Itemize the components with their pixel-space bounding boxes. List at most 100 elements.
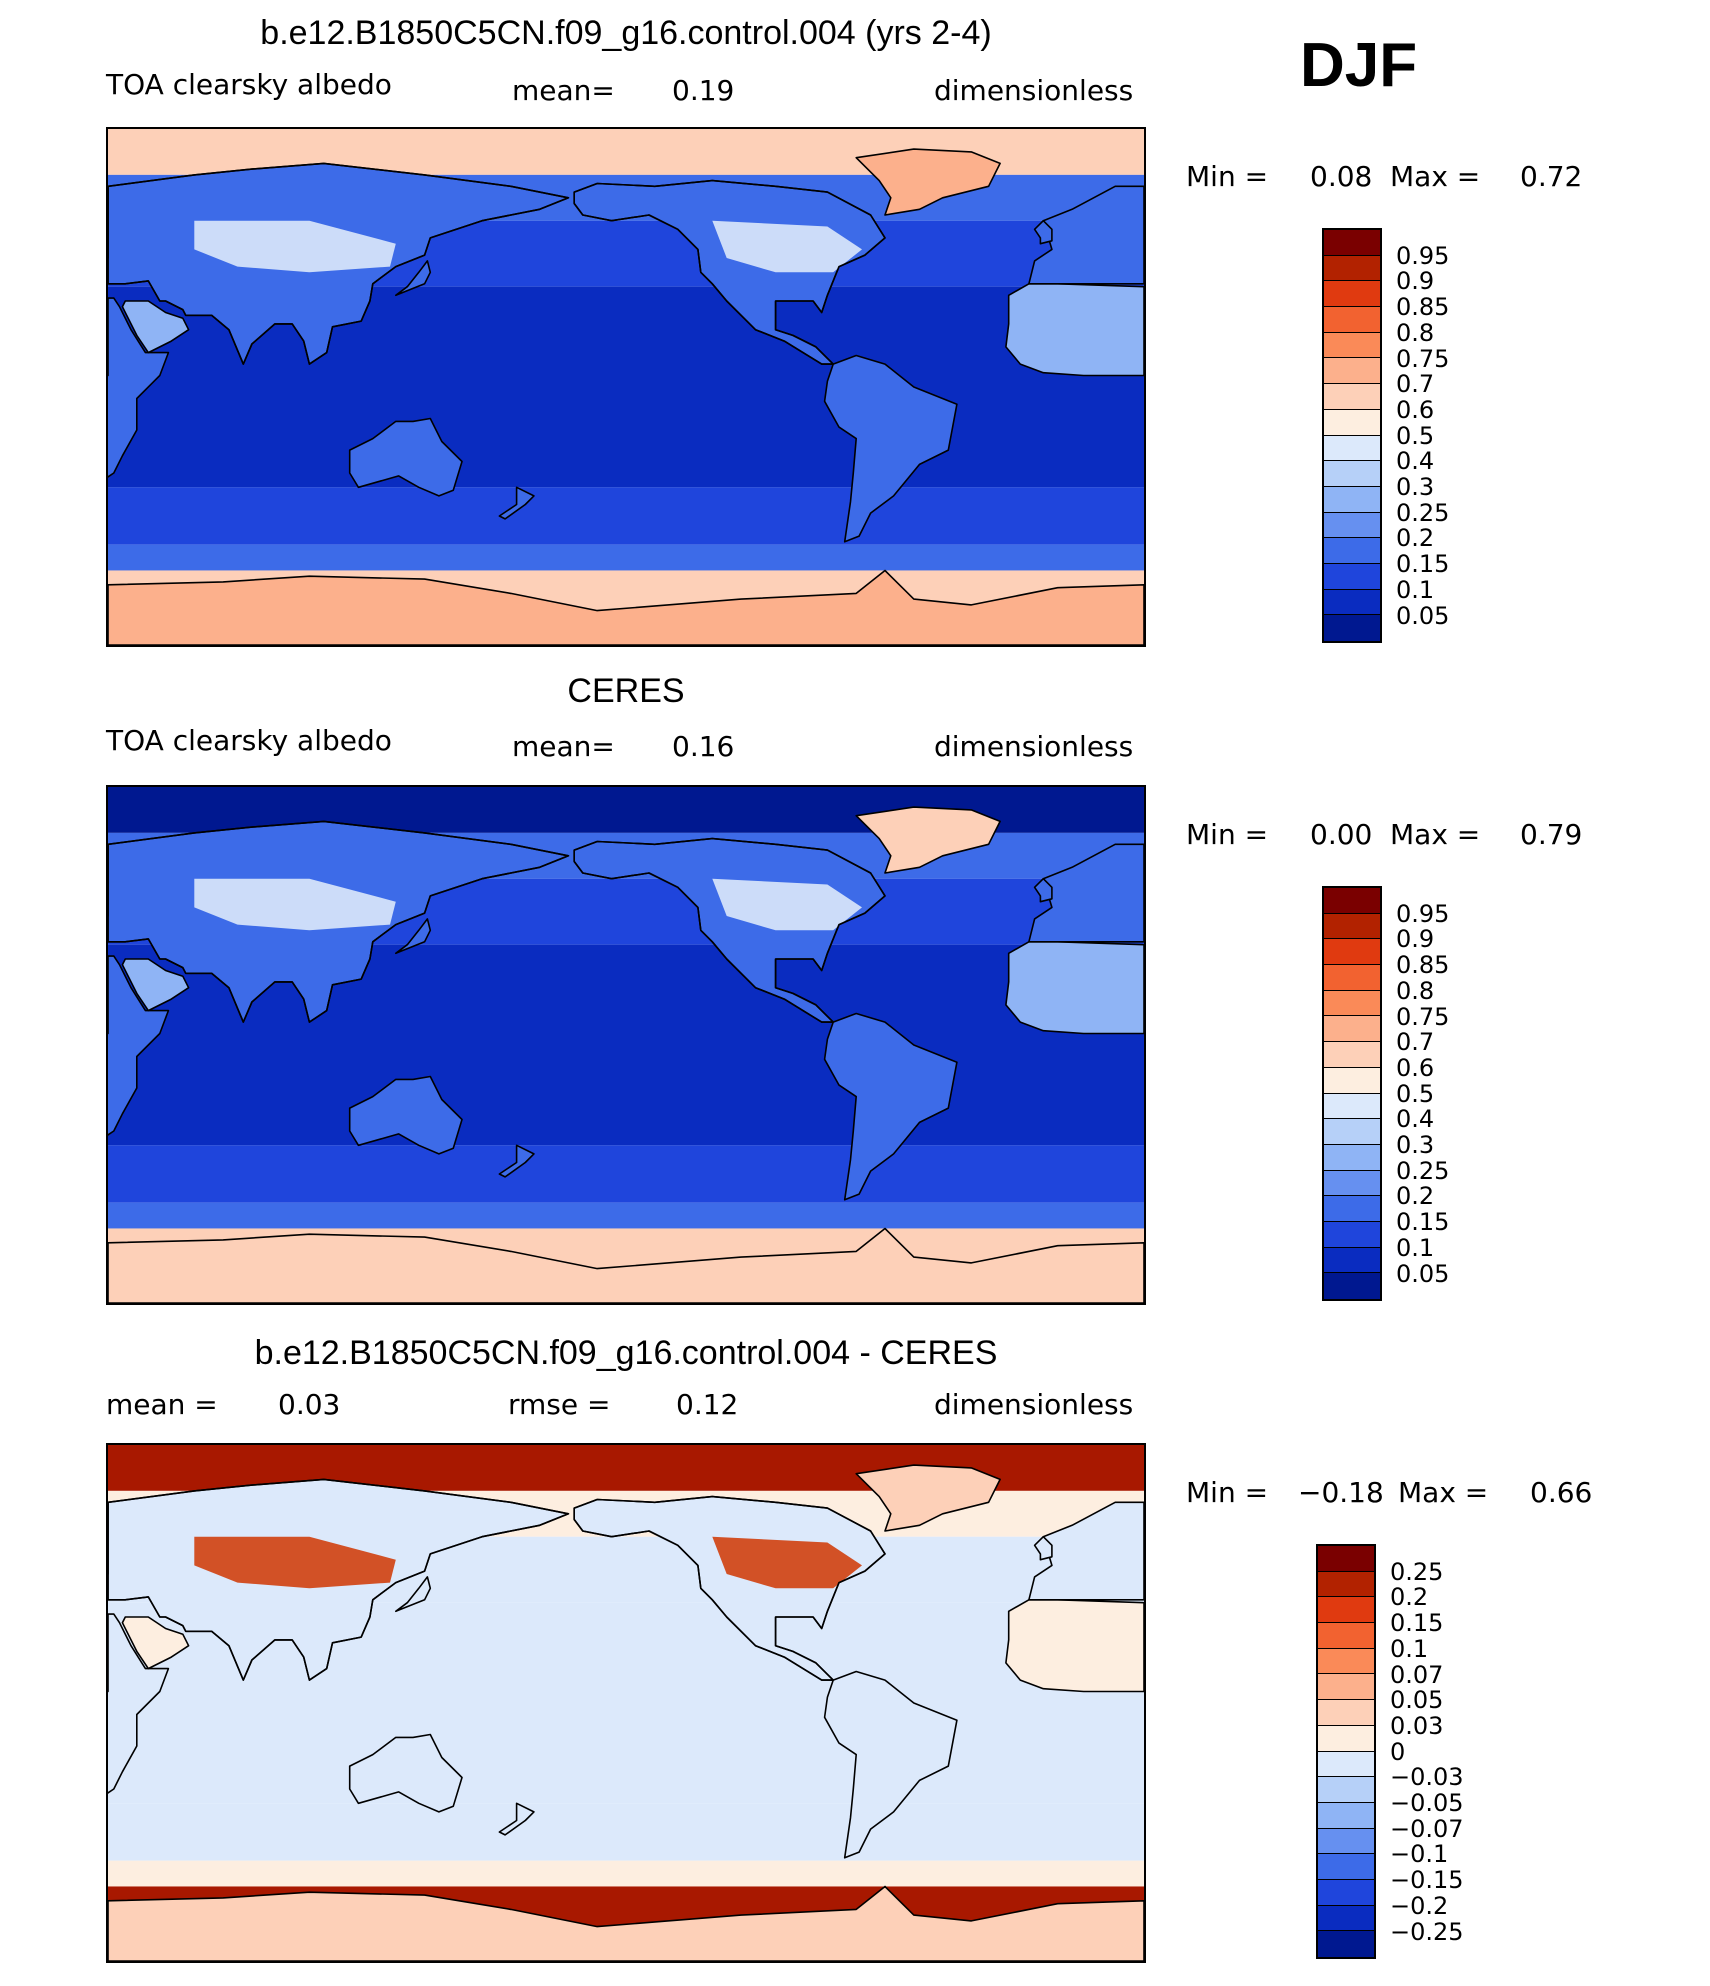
colorbar-swatch: [1318, 1931, 1374, 1957]
colorbar-swatch: [1324, 888, 1380, 914]
panel-1-max-value: 0.72: [1520, 160, 1583, 193]
colorbar-swatch: [1318, 1597, 1374, 1624]
panel-3-mean-label: mean =: [106, 1388, 218, 1421]
colorbar-tick-label: 0.05: [1396, 601, 1450, 630]
ocean-band-mid-south: [108, 487, 1144, 545]
colorbar-swatch: [1318, 1777, 1374, 1803]
season-label: DJF: [1300, 31, 1418, 100]
colorbar-swatch: [1324, 1016, 1380, 1043]
panel-1-min-label: Min =: [1186, 160, 1269, 193]
colorbar-tick-label: 0.9: [1396, 925, 1435, 954]
colorbar-tick-label: −0.25: [1390, 1917, 1464, 1946]
colorbar-swatch: [1324, 615, 1380, 641]
landmass-greenland: [855, 806, 1001, 874]
ocean-band-high-south: [108, 1860, 1144, 1887]
colorbar-swatch: [1318, 1725, 1374, 1752]
colorbar-tick-label: 0.9: [1396, 267, 1435, 296]
colorbar-tick-label: 0.75: [1396, 1002, 1450, 1031]
coastline-namerica: [573, 837, 886, 1023]
colorbar-tick-label: 0.85: [1396, 293, 1450, 322]
colorbar-swatch: [1324, 435, 1380, 462]
panel-3-rmse-value: 0.12: [676, 1388, 739, 1421]
colorbar-tick-label: −0.1: [1390, 1840, 1449, 1869]
colorbar-tick-label: 0.3: [1396, 1131, 1435, 1159]
landmass-uk: [1033, 877, 1053, 903]
landmass-uk: [1033, 1535, 1053, 1561]
colorbar-tick-label: 0.4: [1396, 447, 1435, 476]
colorbar-swatch: [1324, 538, 1380, 564]
colorbar-tick-label: 0.5: [1396, 1079, 1435, 1108]
landmass-greenland: [855, 1464, 1001, 1532]
coastline-namerica: [573, 179, 886, 365]
snow-region-2: [712, 1536, 862, 1589]
panel-2-max-value: 0.79: [1520, 818, 1583, 851]
colorbar-swatch: [1324, 358, 1380, 385]
panel-3-min-label: Min =: [1186, 1476, 1269, 1509]
landmass-samerica: [823, 354, 958, 543]
panel-2-units: dimensionless: [934, 730, 1134, 763]
panel-1-title: b.e12.B1850C5CN.f09_g16.control.004 (yrs…: [260, 14, 992, 52]
colorbar-tick-label: 0.2: [1390, 1583, 1429, 1612]
colorbar-swatch: [1318, 1905, 1374, 1932]
landmass-japan: [395, 918, 432, 955]
colorbar-tick-label: 0.85: [1396, 951, 1450, 980]
landmass-westafrica: [1005, 941, 1144, 1035]
colorbar-tick-label: 0.15: [1390, 1609, 1444, 1638]
colorbar-tick-label: 0.7: [1396, 1028, 1435, 1057]
coastline-eurasia: [108, 1478, 570, 1681]
colorbar-swatch: [1324, 589, 1380, 616]
snow-region-1: [194, 878, 396, 931]
colorbar-swatch: [1324, 563, 1380, 590]
coastline-namerica: [573, 1495, 886, 1681]
colorbar-swatch: [1324, 409, 1380, 436]
landmass-westeurope: [1028, 843, 1144, 943]
ocean-band-mid-south: [108, 1145, 1144, 1203]
landmass-japan: [395, 1576, 432, 1613]
colorbar-swatch: [1324, 512, 1380, 539]
ocean-band-mid-south: [108, 1803, 1144, 1861]
landmass-arabia: [121, 1616, 190, 1670]
colorbar-tick-label: −0.15: [1390, 1866, 1464, 1895]
colorbar-tick-label: 0.25: [1396, 1156, 1450, 1185]
colorbar-swatch: [1318, 1648, 1374, 1675]
colorbar-box: [1316, 1544, 1376, 1960]
landmass-antarctica: [108, 569, 1144, 645]
landmass-nz: [498, 486, 535, 520]
colorbar-tick-label: 0.95: [1396, 899, 1450, 928]
panel-2-min-value: 0.00: [1310, 818, 1373, 851]
panel-3-max-value: 0.66: [1530, 1476, 1593, 1509]
coastline-eurasia: [108, 820, 570, 1023]
colorbar-swatch: [1318, 1546, 1374, 1572]
landmass-westafrica: [1005, 283, 1144, 377]
landmass-uk: [1033, 219, 1053, 245]
panel-2-map: [106, 785, 1146, 1305]
panel-2-mean-label: mean=: [512, 730, 615, 763]
colorbar-swatch: [1324, 1170, 1380, 1197]
ocean-band-high-south: [108, 544, 1144, 571]
colorbar-tick-label: −0.03: [1390, 1763, 1464, 1792]
panel-2-title: CERES: [567, 672, 685, 710]
colorbar-tick-label: 0.15: [1396, 550, 1450, 579]
colorbar-swatch: [1324, 332, 1380, 359]
colorbar-tick-label: 0.03: [1390, 1711, 1444, 1740]
colorbar-swatch: [1318, 1623, 1374, 1649]
colorbar-swatch: [1324, 913, 1380, 940]
colorbar-tick-label: 0.95: [1396, 241, 1450, 270]
panel-3-map: [106, 1443, 1146, 1963]
landmass-westeurope: [1028, 185, 1144, 285]
colorbar-tick-label: 0.8: [1396, 318, 1435, 347]
panel-2-min-label: Min =: [1186, 818, 1269, 851]
panel-2-mean-value: 0.16: [672, 730, 735, 763]
colorbar-swatch: [1318, 1674, 1374, 1701]
colorbar-tick-label: 0.1: [1396, 575, 1435, 604]
colorbar-swatch: [1324, 1067, 1380, 1094]
landmass-australia: [348, 417, 463, 497]
landmass-africa: [108, 297, 170, 478]
colorbar-tick-label: 0.3: [1396, 473, 1435, 501]
panel-3-mean-value: 0.03: [278, 1388, 341, 1421]
colorbar-swatch: [1318, 1751, 1374, 1778]
landmass-nz: [498, 1144, 535, 1178]
landmass-samerica: [823, 1670, 958, 1859]
colorbar-tick-label: 0.05: [1390, 1686, 1444, 1715]
panel-1-variable-label: TOA clearsky albedo: [106, 68, 392, 101]
